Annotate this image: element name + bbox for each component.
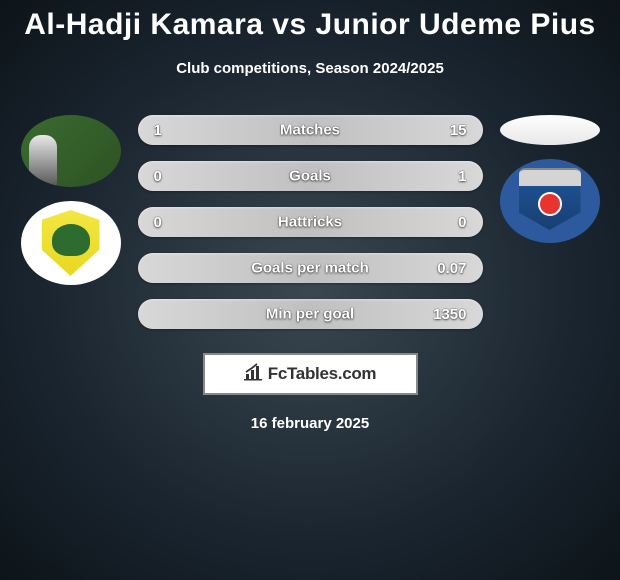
stat-left-value: 0 <box>154 168 162 185</box>
stat-label: Hattricks <box>278 214 342 231</box>
right-flag-oval <box>500 115 600 145</box>
stat-row-goals-per-match: Goals per match 0.07 <box>138 253 483 283</box>
left-column <box>16 107 126 285</box>
stat-label: Goals <box>289 168 331 185</box>
left-club-shield-icon <box>42 210 100 276</box>
right-club-shield-icon <box>519 168 581 234</box>
stat-right-value: 0 <box>458 214 466 231</box>
stat-row-hattricks: 0 Hattricks 0 <box>138 207 483 237</box>
right-club-badge <box>500 159 600 243</box>
main-row: 1 Matches 15 0 Goals 1 0 Hattricks 0 Goa… <box>0 107 620 329</box>
brand-box: FcTables.com <box>203 353 418 395</box>
page-title: Al-Hadji Kamara vs Junior Udeme Pius <box>24 8 596 42</box>
brand-text: FcTables.com <box>268 364 377 384</box>
left-player-photo <box>21 115 121 187</box>
stat-row-matches: 1 Matches 15 <box>138 115 483 145</box>
stat-left-value: 1 <box>154 122 162 139</box>
stats-column: 1 Matches 15 0 Goals 1 0 Hattricks 0 Goa… <box>138 107 483 329</box>
stat-row-min-per-goal: Min per goal 1350 <box>138 299 483 329</box>
stat-right-value: 1 <box>458 168 466 185</box>
chart-icon <box>244 363 266 386</box>
stat-label: Min per goal <box>266 306 354 323</box>
left-club-badge <box>21 201 121 285</box>
right-column <box>495 107 605 243</box>
stat-row-goals: 0 Goals 1 <box>138 161 483 191</box>
stat-right-value: 0.07 <box>437 260 466 277</box>
subtitle: Club competitions, Season 2024/2025 <box>176 60 444 77</box>
stat-label: Matches <box>280 122 340 139</box>
date-text: 16 february 2025 <box>251 415 369 432</box>
stat-right-value: 1350 <box>433 306 466 323</box>
stat-label: Goals per match <box>251 260 369 277</box>
stat-left-value: 0 <box>154 214 162 231</box>
comparison-card: Al-Hadji Kamara vs Junior Udeme Pius Clu… <box>0 0 620 432</box>
stat-right-value: 15 <box>450 122 467 139</box>
